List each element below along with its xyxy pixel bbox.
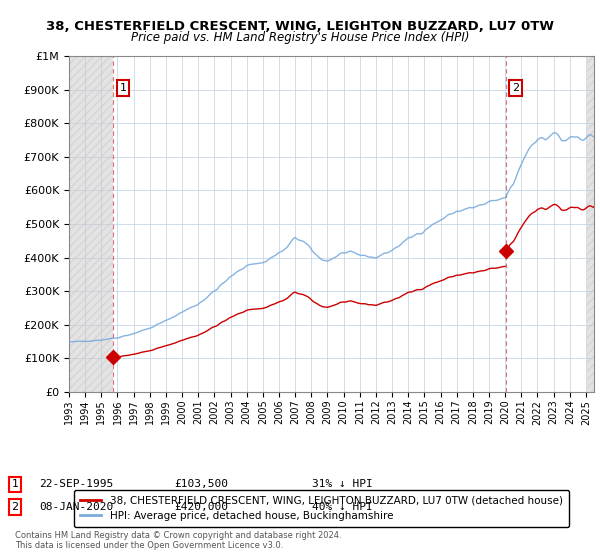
Text: £420,000: £420,000 [174, 502, 228, 512]
Text: 1: 1 [119, 83, 127, 93]
Text: 38, CHESTERFIELD CRESCENT, WING, LEIGHTON BUZZARD, LU7 0TW: 38, CHESTERFIELD CRESCENT, WING, LEIGHTO… [46, 20, 554, 32]
Text: 40% ↓ HPI: 40% ↓ HPI [312, 502, 373, 512]
Text: 1: 1 [11, 479, 19, 489]
Text: 31% ↓ HPI: 31% ↓ HPI [312, 479, 373, 489]
Text: 2: 2 [11, 502, 19, 512]
Legend: 38, CHESTERFIELD CRESCENT, WING, LEIGHTON BUZZARD, LU7 0TW (detached house), HPI: 38, CHESTERFIELD CRESCENT, WING, LEIGHTO… [74, 489, 569, 528]
Text: 22-SEP-1995: 22-SEP-1995 [39, 479, 113, 489]
Text: 08-JAN-2020: 08-JAN-2020 [39, 502, 113, 512]
Text: £103,500: £103,500 [174, 479, 228, 489]
Text: Contains HM Land Registry data © Crown copyright and database right 2024.
This d: Contains HM Land Registry data © Crown c… [15, 530, 341, 550]
Text: 2: 2 [512, 83, 519, 93]
Text: Price paid vs. HM Land Registry's House Price Index (HPI): Price paid vs. HM Land Registry's House … [131, 31, 469, 44]
